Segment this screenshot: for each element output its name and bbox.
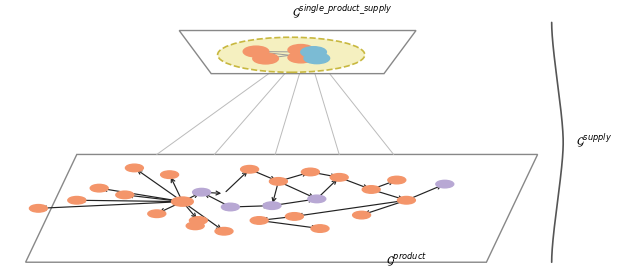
Circle shape [221, 203, 239, 211]
Circle shape [288, 52, 314, 63]
Circle shape [193, 188, 211, 196]
Text: $\mathcal{G}^{supply}$: $\mathcal{G}^{supply}$ [576, 132, 612, 150]
Circle shape [241, 165, 259, 173]
Circle shape [90, 184, 108, 192]
Circle shape [304, 53, 330, 64]
Circle shape [189, 217, 207, 224]
Circle shape [436, 180, 454, 188]
Polygon shape [179, 31, 416, 74]
Circle shape [215, 227, 233, 235]
Circle shape [186, 222, 204, 230]
Circle shape [301, 47, 326, 57]
Circle shape [243, 46, 269, 57]
Circle shape [388, 176, 406, 184]
Circle shape [308, 195, 326, 203]
Circle shape [269, 178, 287, 185]
Polygon shape [26, 155, 538, 262]
Circle shape [116, 191, 134, 199]
Text: $\mathcal{G}^{single\_product\_supply}$: $\mathcal{G}^{single\_product\_supply}$ [292, 4, 393, 21]
Circle shape [311, 225, 329, 232]
Circle shape [301, 168, 319, 176]
Circle shape [161, 171, 179, 179]
Circle shape [68, 197, 86, 204]
Circle shape [125, 164, 143, 172]
Circle shape [172, 197, 193, 206]
Circle shape [353, 211, 371, 219]
Circle shape [29, 204, 47, 212]
Circle shape [148, 210, 166, 218]
Circle shape [285, 213, 303, 220]
Circle shape [253, 53, 278, 64]
Circle shape [288, 44, 314, 55]
Circle shape [263, 202, 281, 209]
Ellipse shape [218, 37, 365, 72]
Circle shape [397, 197, 415, 204]
Circle shape [250, 217, 268, 224]
Circle shape [330, 174, 348, 181]
Circle shape [362, 186, 380, 193]
Text: $\mathcal{G}^{product}$: $\mathcal{G}^{product}$ [386, 252, 427, 269]
